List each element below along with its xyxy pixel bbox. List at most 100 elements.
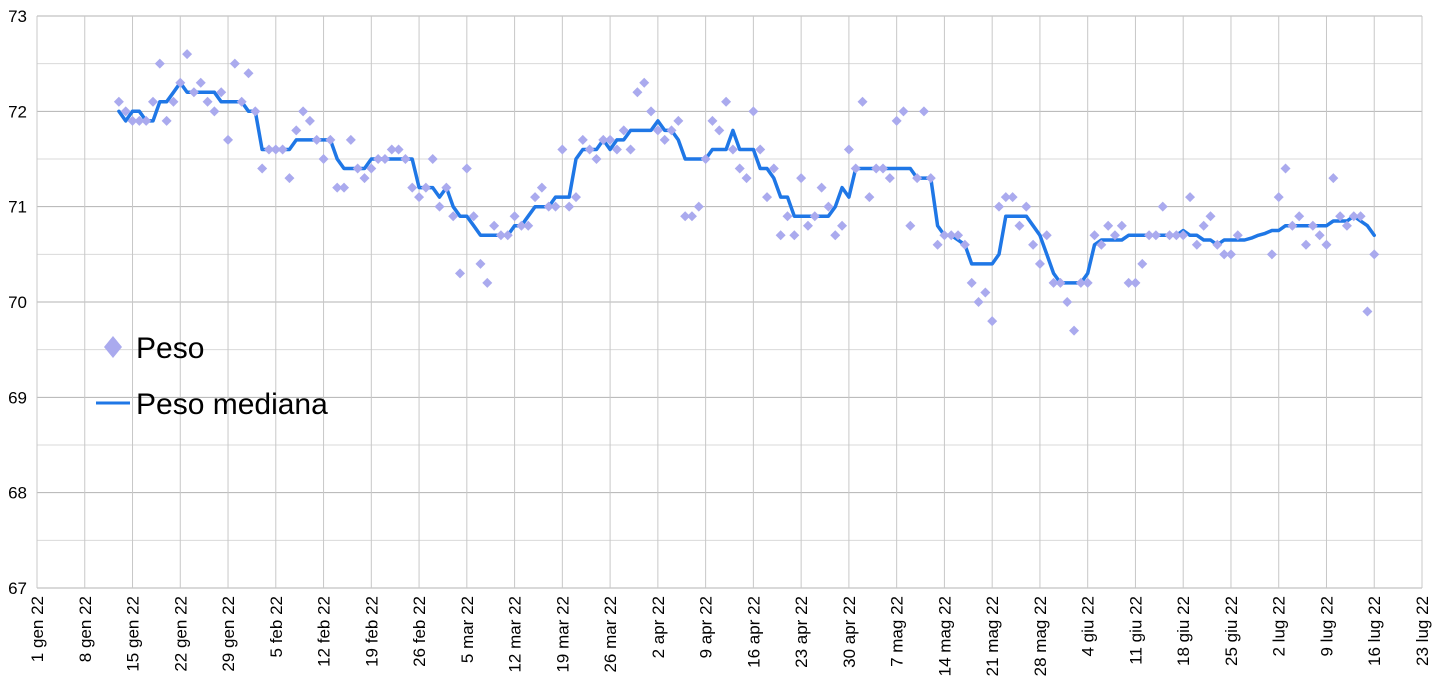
data-point-peso — [550, 201, 561, 212]
data-point-peso — [871, 163, 882, 174]
data-point-peso — [202, 96, 213, 107]
data-point-peso — [932, 239, 943, 250]
data-point-peso — [802, 220, 813, 231]
data-point-peso — [850, 163, 861, 174]
x-tick-label: 9 lug 22 — [1317, 596, 1336, 657]
data-point-peso — [1301, 239, 1312, 250]
data-point-peso — [1287, 220, 1298, 231]
data-point-peso — [236, 96, 247, 107]
x-tick-label: 11 giu 22 — [1126, 596, 1145, 665]
x-tick-label: 30 apr 22 — [840, 596, 859, 668]
data-point-peso — [891, 115, 902, 126]
data-point-peso — [564, 201, 575, 212]
data-point-peso — [345, 134, 356, 145]
data-point-peso — [250, 106, 261, 117]
data-point-peso — [1219, 249, 1230, 260]
data-point-peso — [632, 87, 643, 98]
data-point-peso — [557, 144, 568, 155]
data-point-peso — [400, 154, 411, 164]
data-point-peso — [291, 125, 302, 136]
data-point-peso — [209, 106, 220, 117]
data-point-peso — [843, 144, 854, 155]
data-point-peso — [482, 277, 493, 288]
data-point-peso — [373, 154, 384, 164]
data-point-peso — [530, 192, 541, 203]
data-point-peso — [618, 125, 629, 136]
data-point-peso — [946, 230, 957, 241]
data-point-peso — [659, 134, 670, 145]
data-point-peso — [837, 220, 848, 231]
data-point-peso — [257, 163, 268, 174]
data-point-peso — [1157, 201, 1168, 212]
data-point-peso — [884, 173, 895, 184]
data-point-peso — [1212, 239, 1223, 250]
data-point-peso — [127, 115, 138, 126]
x-tick-label: 19 mar 22 — [553, 596, 572, 673]
data-point-peso — [461, 163, 472, 174]
data-point-peso — [857, 96, 868, 107]
data-point-peso — [1164, 230, 1175, 241]
data-point-peso — [427, 154, 438, 164]
x-tick-label: 8 gen 22 — [76, 596, 95, 662]
data-point-peso — [1280, 163, 1291, 174]
data-point-peso — [1028, 239, 1039, 250]
data-point-peso — [686, 211, 697, 222]
data-point-peso — [925, 173, 936, 184]
data-point-peso — [1109, 230, 1120, 241]
data-point-peso — [325, 134, 336, 145]
data-point-peso — [229, 58, 240, 69]
y-tick-label: 71 — [8, 198, 27, 217]
data-point-peso — [584, 144, 595, 155]
x-tick-label: 12 mar 22 — [506, 596, 525, 673]
data-point-peso — [1273, 192, 1284, 203]
data-point-peso — [175, 77, 186, 88]
data-point-peso — [864, 192, 875, 203]
data-point-peso — [161, 115, 172, 126]
data-point-peso — [1321, 239, 1332, 250]
x-tick-label: 23 lug 22 — [1413, 596, 1432, 666]
data-point-peso — [1048, 277, 1059, 288]
data-point-peso — [816, 182, 827, 193]
data-point-peso — [721, 96, 732, 107]
legend-label-peso-mediana: Peso mediana — [136, 388, 328, 421]
series-peso — [113, 49, 1380, 336]
data-point-peso — [543, 201, 554, 212]
data-point-peso — [434, 201, 445, 212]
data-point-peso — [407, 182, 418, 193]
y-tick-label: 73 — [8, 7, 27, 26]
x-tick-label: 28 mag 22 — [1031, 596, 1050, 676]
data-point-peso — [987, 316, 998, 327]
data-point-peso — [243, 68, 254, 79]
data-point-peso — [120, 106, 131, 117]
data-point-peso — [270, 144, 281, 155]
x-tick-label: 12 feb 22 — [315, 596, 334, 667]
data-point-peso — [366, 163, 377, 174]
x-tick-label: 14 mag 22 — [935, 596, 954, 676]
data-point-peso — [734, 163, 745, 174]
data-point-peso — [284, 173, 295, 184]
data-point-peso — [918, 106, 929, 117]
x-tick-label: 22 gen 22 — [171, 596, 190, 672]
data-point-peso — [182, 49, 193, 60]
y-tick-label: 68 — [8, 484, 27, 503]
data-point-peso — [1021, 201, 1032, 212]
data-point-peso — [898, 106, 909, 117]
x-tick-label: 1 gen 22 — [28, 596, 47, 662]
x-tick-label: 26 mar 22 — [601, 596, 620, 673]
data-point-peso — [509, 211, 520, 222]
data-point-peso — [475, 258, 486, 269]
x-tick-label: 9 apr 22 — [697, 596, 716, 658]
data-point-peso — [195, 77, 206, 88]
x-tick-label: 21 mag 22 — [983, 596, 1002, 676]
data-point-peso — [188, 87, 199, 98]
data-point-peso — [707, 115, 718, 126]
data-point-peso — [605, 134, 616, 145]
data-point-peso — [1150, 230, 1161, 241]
data-point-peso — [420, 182, 431, 193]
data-point-peso — [625, 144, 636, 155]
data-point-peso — [277, 144, 288, 155]
data-point-peso — [666, 125, 677, 136]
data-point-peso — [1362, 306, 1373, 317]
data-point-peso — [1055, 277, 1066, 288]
x-tick-label: 16 apr 22 — [744, 596, 763, 668]
